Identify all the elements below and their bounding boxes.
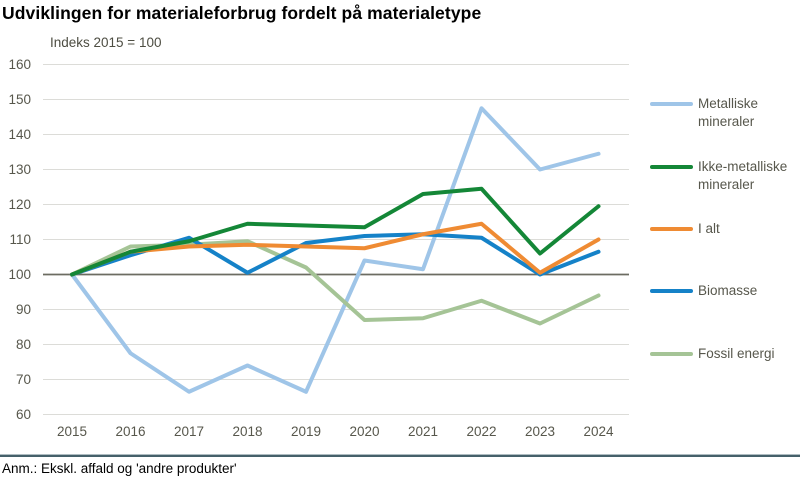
x-tick-label-2018: 2018 — [232, 424, 262, 439]
legend-label: Biomasse — [698, 283, 758, 298]
x-tick-label-2015: 2015 — [57, 424, 87, 439]
y-tick-label-100: 100 — [8, 267, 31, 282]
legend-label: Ikke-metalliske mineraler — [698, 159, 788, 192]
legend-swatch-i-alt — [650, 227, 693, 231]
y-tick-label-140: 140 — [8, 127, 31, 142]
x-tick-label-2016: 2016 — [115, 424, 145, 439]
legend-label: I alt — [698, 221, 720, 236]
legend: Metalliske mineraler Ikke-metalliske min… — [650, 0, 798, 420]
x-tick-label-2024: 2024 — [583, 424, 614, 439]
legend-swatch-ikke-metalliske-mineraler — [650, 165, 693, 169]
y-tick-label-110: 110 — [9, 232, 31, 247]
chart-subtitle: Indeks 2015 = 100 — [50, 35, 162, 50]
legend-swatch-fossil-energi — [650, 352, 693, 356]
legend-swatch-metalliske-mineraler — [650, 102, 693, 106]
y-tick-label-130: 130 — [8, 162, 31, 177]
x-tick-label-2019: 2019 — [291, 424, 321, 439]
x-tick-label-2017: 2017 — [174, 424, 204, 439]
legend-item-ikke-metalliske-mineraler: Ikke-metalliske mineraler — [650, 158, 798, 193]
series-line-i-alt — [70, 221, 601, 277]
legend-swatch-biomasse — [650, 289, 693, 293]
y-tick-label-60: 60 — [16, 407, 31, 422]
y-tick-label-80: 80 — [16, 337, 31, 352]
y-tick-label-160: 160 — [8, 57, 31, 72]
series-line-ikke-metalliske-mineraler — [70, 186, 601, 277]
y-tick-label-120: 120 — [8, 197, 31, 212]
legend-item-fossil-energi: Fossil energi — [650, 345, 798, 363]
chart-title: Udviklingen for materialeforbrug fordelt… — [2, 3, 482, 23]
y-tick-label-150: 150 — [8, 92, 31, 107]
x-tick-label-2021: 2021 — [408, 424, 438, 439]
legend-item-metalliske-mineraler: Metalliske mineraler — [650, 95, 798, 130]
footnote: Anm.: Ekskl. affald og 'andre produkter' — [2, 461, 237, 476]
legend-item-i-alt: I alt — [650, 220, 798, 238]
legend-label: Fossil energi — [698, 346, 775, 361]
x-tick-label-2020: 2020 — [349, 424, 379, 439]
line-chart: 60 70 80 90 100 110 120 130 140 150 160 2015 2016 201… — [8, 57, 629, 439]
x-tick-label-2023: 2023 — [525, 424, 555, 439]
legend-label: Metalliske mineraler — [698, 96, 759, 129]
x-tick-label-2022: 2022 — [466, 424, 496, 439]
y-tick-label-70: 70 — [16, 372, 31, 387]
series-line-metalliske-mineraler — [70, 106, 601, 394]
legend-item-biomasse: Biomasse — [650, 282, 798, 300]
y-tick-label-90: 90 — [16, 302, 31, 317]
footer-divider — [0, 454, 800, 457]
